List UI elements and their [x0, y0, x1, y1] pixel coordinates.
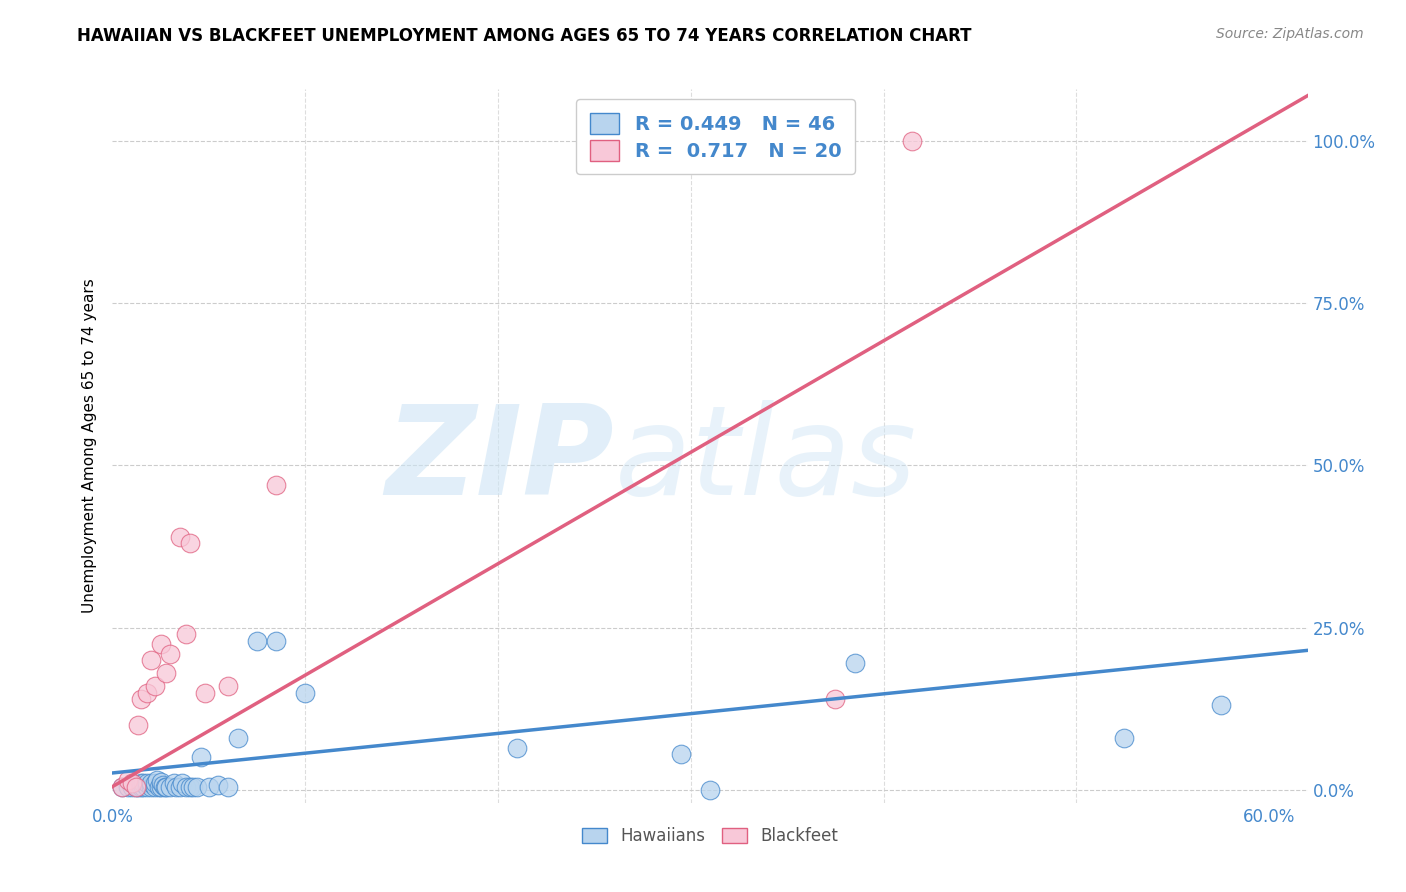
- Point: [131, 780, 153, 794]
- Point: [207, 778, 229, 792]
- Point: [266, 633, 288, 648]
- Point: [179, 536, 201, 550]
- Point: [117, 780, 139, 794]
- Point: [131, 692, 153, 706]
- Point: [153, 780, 176, 794]
- Point: [124, 780, 146, 794]
- Point: [165, 780, 187, 794]
- Point: [294, 685, 316, 699]
- Point: [124, 780, 146, 794]
- Text: HAWAIIAN VS BLACKFEET UNEMPLOYMENT AMONG AGES 65 TO 74 YEARS CORRELATION CHART: HAWAIIAN VS BLACKFEET UNEMPLOYMENT AMONG…: [77, 27, 972, 45]
- Point: [198, 780, 221, 794]
- Point: [159, 780, 181, 794]
- Y-axis label: Unemployment Among Ages 65 to 74 years: Unemployment Among Ages 65 to 74 years: [82, 278, 97, 614]
- Point: [266, 478, 288, 492]
- Point: [155, 780, 177, 794]
- Point: [1209, 698, 1232, 713]
- Point: [152, 778, 174, 792]
- Point: [844, 657, 866, 671]
- Point: [217, 679, 239, 693]
- Point: [121, 776, 143, 790]
- Point: [132, 776, 155, 790]
- Point: [169, 780, 191, 794]
- Point: [824, 692, 846, 706]
- Point: [506, 740, 529, 755]
- Point: [136, 776, 159, 790]
- Point: [163, 776, 186, 790]
- Point: [139, 780, 162, 794]
- Point: [148, 780, 170, 794]
- Point: [194, 685, 217, 699]
- Point: [139, 776, 162, 790]
- Point: [190, 750, 212, 764]
- Text: atlas: atlas: [614, 400, 917, 521]
- Point: [149, 637, 172, 651]
- Point: [111, 780, 134, 794]
- Point: [143, 780, 166, 794]
- Point: [901, 134, 924, 148]
- Point: [136, 780, 159, 794]
- Point: [155, 666, 177, 681]
- Point: [143, 776, 166, 790]
- Point: [131, 776, 153, 790]
- Text: Source: ZipAtlas.com: Source: ZipAtlas.com: [1216, 27, 1364, 41]
- Point: [143, 679, 166, 693]
- Point: [226, 731, 249, 745]
- Point: [217, 780, 239, 794]
- Point: [127, 780, 149, 794]
- Point: [139, 653, 162, 667]
- Point: [127, 718, 149, 732]
- Point: [174, 780, 197, 794]
- Point: [174, 627, 197, 641]
- Point: [1114, 731, 1136, 745]
- Point: [183, 780, 205, 794]
- Point: [669, 747, 692, 761]
- Point: [169, 530, 191, 544]
- Point: [170, 776, 193, 790]
- Point: [186, 780, 208, 794]
- Point: [121, 780, 143, 794]
- Legend: Hawaiians, Blackfeet: Hawaiians, Blackfeet: [575, 821, 845, 852]
- Point: [179, 780, 201, 794]
- Point: [159, 647, 181, 661]
- Point: [699, 782, 721, 797]
- Point: [121, 776, 143, 790]
- Point: [149, 775, 172, 789]
- Point: [246, 633, 269, 648]
- Text: ZIP: ZIP: [385, 400, 614, 521]
- Point: [149, 780, 172, 794]
- Point: [117, 773, 139, 788]
- Point: [111, 780, 134, 794]
- Point: [146, 773, 169, 788]
- Point: [132, 780, 155, 794]
- Point: [136, 685, 159, 699]
